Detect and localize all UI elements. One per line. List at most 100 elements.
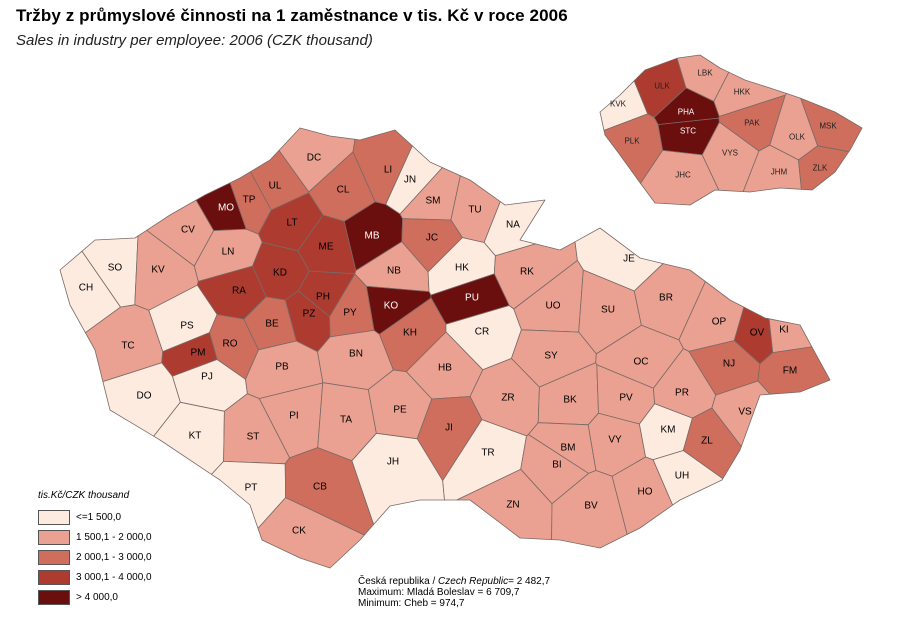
district-label-li: LI	[384, 165, 392, 176]
district-label-na: NA	[506, 220, 520, 231]
district-label-pu: PU	[465, 293, 479, 304]
region-label-stc: STC	[680, 127, 696, 136]
district-label-py: PY	[343, 308, 357, 319]
district-label-vs: VS	[738, 407, 752, 418]
map-subtitle: Sales in industry per employee: 2006 (CZ…	[16, 32, 373, 49]
district-label-be: BE	[265, 319, 279, 330]
legend-title: tis.Kč/CZK thousand	[38, 490, 130, 501]
district-label-ko: KO	[384, 301, 399, 312]
map-title: Tržby z průmyslové činnosti na 1 zaměstn…	[16, 6, 568, 25]
legend-item: <=1 500,0	[38, 507, 152, 527]
region-label-jhc: JHC	[675, 171, 691, 180]
district-label-su: SU	[601, 305, 615, 316]
district-label-ki: KI	[779, 325, 788, 336]
district-label-bk: BK	[563, 395, 577, 406]
region-label-plk: PLK	[624, 137, 640, 146]
region-label-olk: OLK	[789, 133, 806, 142]
district-label-dc: DC	[307, 153, 321, 164]
district-label-st: ST	[247, 432, 260, 443]
region-jhc	[640, 150, 720, 206]
district-label-mb: MB	[365, 231, 380, 242]
legend-swatch	[38, 529, 70, 545]
district-label-tr: TR	[481, 448, 494, 459]
district-label-mo: MO	[218, 203, 234, 214]
legend-item: 2 000,1 - 3 000,0	[38, 547, 152, 567]
district-label-bm: BM	[561, 443, 576, 454]
district-label-ji: JI	[445, 423, 453, 434]
legend-item: 1 500,1 - 2 000,0	[38, 527, 152, 547]
district-label-kv: KV	[151, 265, 165, 276]
district-label-lt: LT	[287, 218, 298, 229]
region-plk	[603, 113, 663, 184]
district-label-uh: UH	[675, 471, 689, 482]
district-label-ck: CK	[292, 526, 306, 537]
district-label-nj: NJ	[723, 359, 735, 370]
region-label-jhm: JHM	[771, 168, 788, 177]
district-label-pb: PB	[275, 362, 289, 373]
region-inset-layer: KVK ULK LBK HKK PHA STC PLK PAK OLK MSK VYS JHC JHM Z…	[599, 54, 863, 206]
region-zlk	[798, 145, 850, 191]
district-label-ps: PS	[180, 321, 194, 332]
region-label-ulk: ULK	[654, 82, 670, 91]
district-label-tc: TC	[121, 341, 134, 352]
district-label-bv: BV	[584, 501, 598, 512]
district-label-ph: PH	[316, 292, 330, 303]
region-label-vys: VYS	[722, 149, 738, 158]
region-label-msk: MSK	[819, 122, 837, 131]
legend-label: 3 000,1 - 4 000,0	[76, 571, 152, 583]
district-label-oc: OC	[634, 357, 649, 368]
district-label-cv: CV	[181, 225, 195, 236]
region-label-pak: PAK	[744, 119, 760, 128]
district-label-uo: UO	[546, 301, 561, 312]
region-label-pha: PHA	[678, 108, 695, 117]
district-ck	[257, 497, 365, 569]
legend-item: > 4 000,0	[38, 587, 152, 607]
legend-item: 3 000,1 - 4 000,0	[38, 567, 152, 587]
district-label-je: JE	[623, 254, 635, 265]
district-label-zl: ZL	[701, 436, 713, 447]
district-label-op: OP	[712, 317, 727, 328]
district-label-ta: TA	[340, 415, 352, 426]
district-label-ul: UL	[269, 181, 282, 192]
district-label-ho: HO	[638, 487, 653, 498]
district-label-sm: SM	[426, 196, 441, 207]
district-label-pz: PZ	[303, 309, 316, 320]
district-label-zn: ZN	[506, 500, 519, 511]
legend-swatch	[38, 549, 70, 565]
district-label-cl: CL	[337, 185, 350, 196]
district-label-cr: CR	[475, 327, 489, 338]
district-label-kd: KD	[273, 268, 287, 279]
district-label-vy: VY	[608, 435, 622, 446]
district-label-ov: OV	[750, 328, 765, 339]
region-label-kvk: KVK	[610, 100, 627, 109]
district-layer: CH SO KV CV MO TP UL DC CL LI JN LT ME MB SM TU NA JC LN KD…	[59, 127, 831, 569]
district-ho	[611, 456, 673, 535]
district-label-tu: TU	[468, 205, 481, 216]
district-label-pt: PT	[245, 483, 258, 494]
region-label-zlk: ZLK	[813, 164, 828, 173]
district-bv	[551, 470, 628, 549]
district-label-pm: PM	[191, 348, 206, 359]
legend: tis.Kč/CZK thousand <=1 500,0 1 500,1 - …	[38, 490, 152, 607]
legend-label: 1 500,1 - 2 000,0	[76, 531, 152, 543]
legend-label: 2 000,1 - 3 000,0	[76, 551, 152, 563]
legend-swatch	[38, 509, 70, 525]
district-label-sy: SY	[544, 351, 558, 362]
district-label-tp: TP	[243, 195, 256, 206]
district-label-br: BR	[659, 293, 673, 304]
district-label-ro: RO	[223, 339, 238, 350]
district-label-pv: PV	[619, 393, 633, 404]
district-label-do: DO	[137, 391, 152, 402]
legend-swatch	[38, 569, 70, 585]
district-label-rk: RK	[520, 267, 534, 278]
summary-stats: Česká republika / Czech Republic= 2 482,…	[358, 576, 550, 609]
district-label-bi: BI	[552, 460, 561, 471]
district-label-fm: FM	[783, 366, 797, 377]
district-label-pe: PE	[393, 405, 407, 416]
region-label-lbk: LBK	[697, 69, 713, 78]
district-label-pj: PJ	[201, 372, 213, 383]
region-label-hkk: HKK	[734, 88, 751, 97]
district-label-kt: KT	[189, 431, 202, 442]
region-jhm	[742, 144, 802, 193]
